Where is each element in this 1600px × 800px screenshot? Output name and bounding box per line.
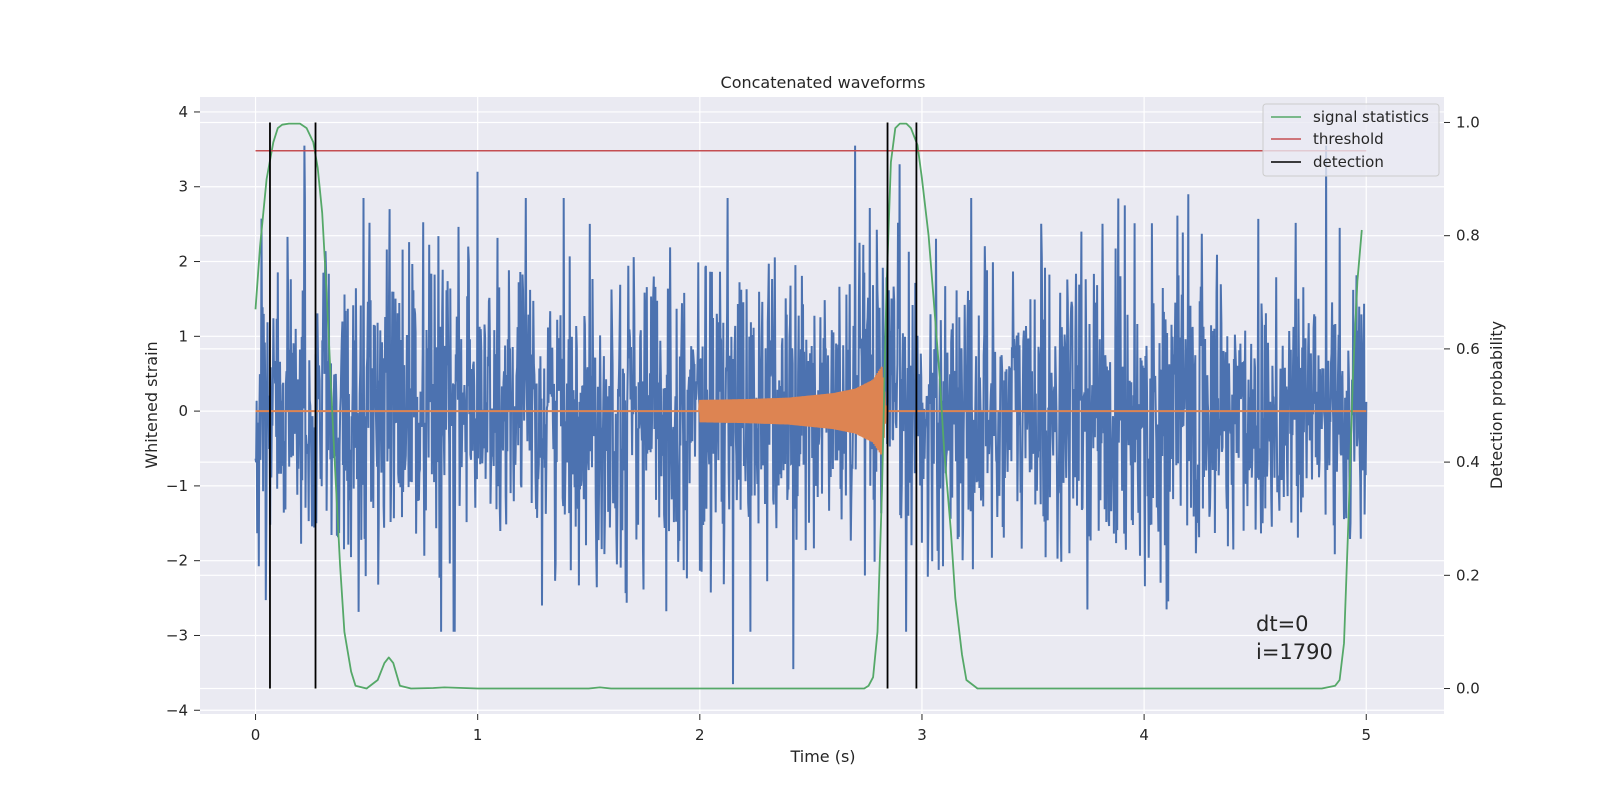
y2-tick-label-1: 0.2: [1456, 566, 1480, 584]
legend-label-threshold: threshold: [1313, 130, 1384, 148]
x-tick-label-0: 0: [251, 726, 261, 744]
template-line: [255, 366, 1367, 455]
y-tick-label-6: 2: [178, 253, 188, 271]
x-tick-label-4: 4: [1139, 726, 1149, 744]
y2-tick-label-2: 0.4: [1456, 453, 1480, 471]
legend: signal statistics threshold detection: [1262, 103, 1440, 177]
y2-tick-label-4: 0.8: [1456, 227, 1480, 245]
detection-series: [269, 122, 918, 689]
annotation-dt: dt=0: [1256, 612, 1309, 636]
legend-label-signal-statistics: signal statistics: [1313, 108, 1429, 126]
y-tick-label-8: 4: [178, 103, 188, 121]
y2-tick-label-3: 0.6: [1456, 340, 1480, 358]
legend-box: [1262, 103, 1440, 177]
y-tick-label-5: 1: [178, 327, 188, 345]
signal-statistics-line: [254, 122, 1363, 690]
x-tick-label-5: 5: [1361, 726, 1371, 744]
y-axis-title: Whitened strain: [142, 341, 161, 468]
y-tick-label-7: 3: [178, 178, 188, 196]
y-tick-label-1: −3: [166, 626, 188, 644]
x-tick-label-3: 3: [917, 726, 927, 744]
y-tick-label-0: −4: [166, 701, 188, 719]
legend-label-detection: detection: [1313, 153, 1384, 171]
y2-tick-label-0: 0.0: [1456, 680, 1480, 698]
signal-statistics-series: [254, 122, 1363, 690]
axes: 0 1 2 3 4 5 −4 −3 −2 −1 0 1 2 3 4 0.0 0.2 0.4 0.6 0.8 1.0: [166, 103, 1480, 744]
y-tick-label-2: −2: [166, 552, 188, 570]
x-axis-title: Time (s): [789, 747, 855, 766]
chart-title: Concatenated waveforms: [721, 73, 926, 92]
y-tick-label-4: 0: [178, 402, 188, 420]
x-tick-label-2: 2: [695, 726, 705, 744]
y2-axis-title: Detection probability: [1487, 321, 1506, 489]
x-tick-label-1: 1: [473, 726, 483, 744]
y2-tick-label-5: 1.0: [1456, 113, 1480, 131]
template-series: [255, 366, 1367, 455]
annotation-index: i=1790: [1256, 640, 1333, 664]
y-tick-label-3: −1: [166, 477, 188, 495]
